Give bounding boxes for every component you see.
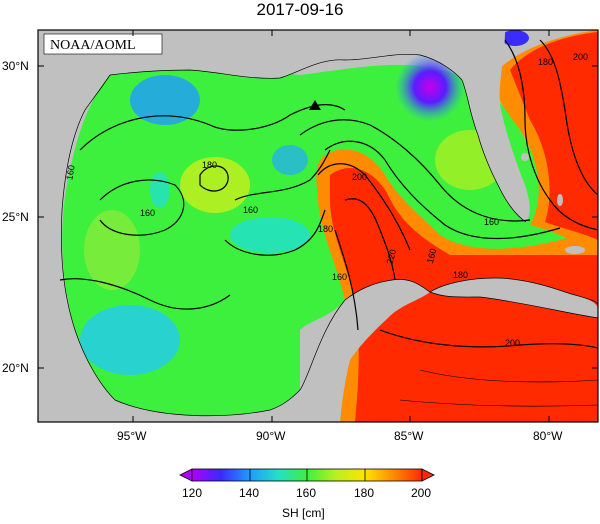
contour-label: 180 [453, 270, 468, 280]
contour-label-group: 180 160 160 160 160 180 200 220 160 180 … [64, 52, 588, 348]
credit-label: NOAA/AOML [50, 38, 136, 53]
contour-label: 200 [505, 338, 520, 348]
colorbar: 120 140 160 180 200 SH [cm] [179, 468, 435, 520]
map-frame [37, 29, 599, 423]
contour-label: 160 [243, 205, 258, 215]
cuba-land [430, 278, 598, 318]
mexico-land [38, 30, 300, 422]
colorbar-tick-label: 120 [182, 486, 202, 500]
colorbar-tick-label: 180 [354, 486, 374, 500]
lat-tick-label: 30°N [2, 59, 29, 73]
lat-tick-label: 25°N [2, 210, 29, 224]
lon-tick-label: 90°W [256, 429, 286, 443]
contour-label: 220 [385, 248, 399, 265]
colorbar-tick-label: 160 [296, 486, 316, 500]
contour-label: 160 [332, 272, 347, 282]
contour-label: 160 [64, 164, 76, 181]
colorbar-tick-label: 140 [239, 486, 259, 500]
lat-tick-label: 20°N [2, 361, 29, 375]
credit-box [43, 33, 163, 55]
colorbar-label: SH [cm] [282, 506, 325, 520]
contour-label: 160 [484, 217, 499, 227]
contour-label: 180 [202, 160, 217, 170]
contour-label: 160 [425, 247, 439, 264]
contour-label: 200 [352, 172, 367, 182]
map-title: 2017-09-16 [256, 0, 344, 19]
colorbar-tick-label: 200 [411, 486, 431, 500]
station-marker [309, 100, 321, 110]
contour-label: 160 [140, 208, 155, 218]
yucatan-land [300, 279, 430, 422]
lon-tick-label: 85°W [394, 429, 424, 443]
us-coast-land [110, 30, 462, 80]
lon-tick-label: 80°W [533, 429, 563, 443]
map-field [38, 30, 598, 422]
florida-land [460, 30, 530, 222]
contour-label: 200 [573, 52, 588, 62]
contour-label: 180 [318, 224, 333, 234]
lon-tick-label: 95°W [117, 429, 147, 443]
contour-label: 180 [538, 57, 553, 67]
